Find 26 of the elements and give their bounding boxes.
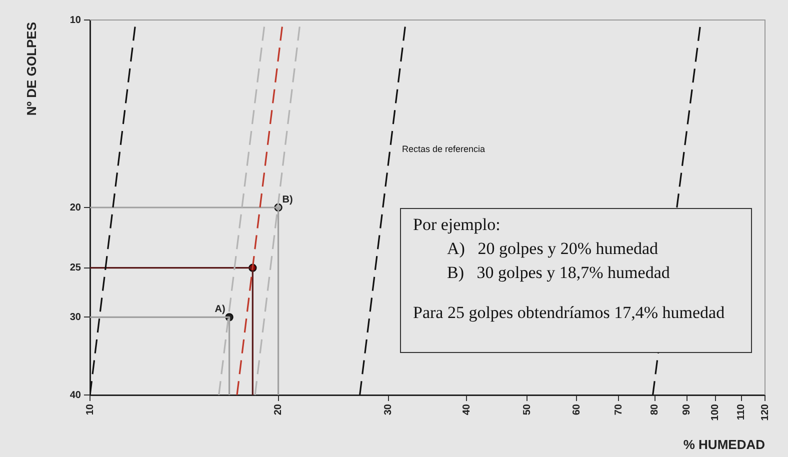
annotation: B) xyxy=(282,194,293,206)
y-tick-label: 40 xyxy=(70,390,82,401)
annotation: Rectas de referencia xyxy=(402,144,486,154)
x-tick-label: 70 xyxy=(613,404,624,416)
x-tick-label: 50 xyxy=(522,404,533,416)
x-axis-title: % HUMEDAD xyxy=(683,436,765,452)
y-tick-label: 25 xyxy=(70,262,82,274)
x-tick-label: 30 xyxy=(383,404,394,416)
x-tick-label: 120 xyxy=(760,404,771,421)
x-tick-label: 10 xyxy=(84,404,96,416)
annotation: A) xyxy=(214,304,226,315)
x-tick-label: 40 xyxy=(461,404,472,416)
y-axis-title: Nº DE GOLPES xyxy=(24,22,39,116)
annotation: Para 25 golpes obtendríamos 17,4% humedad xyxy=(413,302,726,324)
annotation: B) 30 golpes y 18,7% humedad xyxy=(446,262,671,284)
x-tick-label: 100 xyxy=(710,404,722,421)
x-tick-label: 110 xyxy=(736,404,748,420)
x-tick-label: 90 xyxy=(682,404,693,416)
y-tick-label: 30 xyxy=(70,312,82,323)
annotation: Por ejemplo: xyxy=(413,214,502,236)
x-tick-label: 60 xyxy=(571,404,582,416)
y-tick-label: 20 xyxy=(70,202,82,214)
x-tick-label: 20 xyxy=(273,404,284,416)
annotation: A) 20 golpes y 20% humedad xyxy=(446,238,660,260)
y-tick-label: 10 xyxy=(70,14,82,26)
x-tick-label: 80 xyxy=(650,404,661,416)
